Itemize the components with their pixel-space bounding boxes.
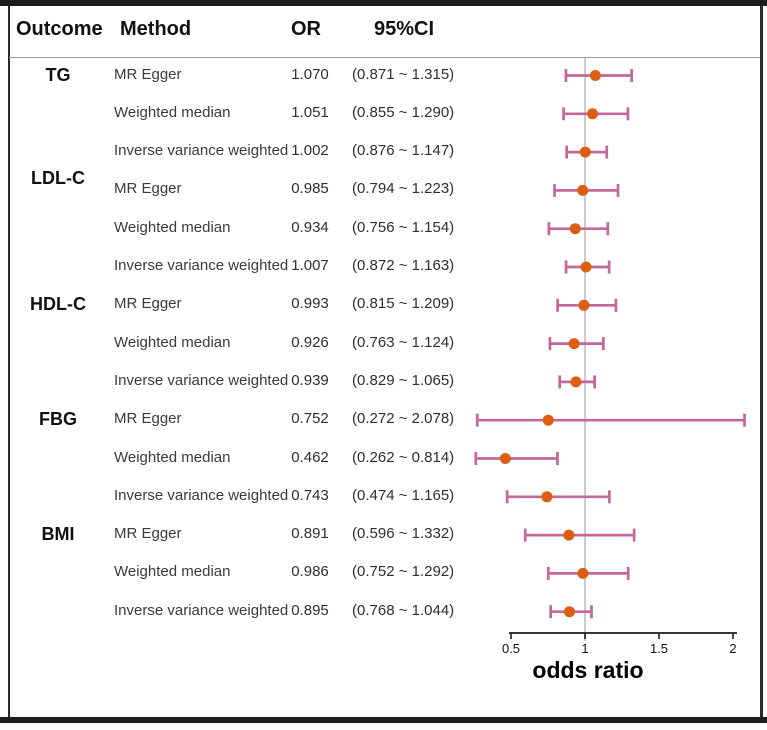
outcome-label: TG xyxy=(45,64,71,85)
column-header-method: Method xyxy=(120,18,192,40)
method-label: Inverse variance weighted xyxy=(114,601,289,619)
frame-border-top xyxy=(0,0,767,6)
x-axis-tick-label: 0.5 xyxy=(502,641,520,656)
frame-border-left xyxy=(8,6,10,717)
x-axis-label: odds ratio xyxy=(532,657,644,683)
ci-value: (0.815 ~ 1.209) xyxy=(352,295,455,313)
or-value: 0.986 xyxy=(291,563,329,581)
or-value: 0.891 xyxy=(291,525,329,543)
or-value: 0.939 xyxy=(291,371,329,389)
point-marker xyxy=(570,376,582,388)
or-value: 0.993 xyxy=(291,295,329,313)
point-marker xyxy=(589,70,601,81)
outcome-label: FBG xyxy=(39,409,77,430)
ci-value: (0.272 ~ 2.078) xyxy=(352,410,455,428)
method-label: MR Egger xyxy=(114,65,182,83)
or-value: 0.752 xyxy=(291,410,329,428)
ci-value: (0.829 ~ 1.065) xyxy=(352,371,455,389)
method-label: Weighted median xyxy=(114,218,231,236)
header-separator-line xyxy=(9,57,760,58)
point-marker xyxy=(568,338,580,350)
point-marker xyxy=(587,108,599,120)
point-marker xyxy=(499,453,511,464)
ci-value: (0.855 ~ 1.290) xyxy=(352,103,455,121)
method-label: Inverse variance weighted xyxy=(114,371,289,389)
ci-value: (0.596 ~ 1.332) xyxy=(352,525,455,543)
method-label: Weighted median xyxy=(114,448,231,466)
point-marker xyxy=(578,299,590,311)
or-value: 0.985 xyxy=(291,180,329,198)
ci-value: (0.752 ~ 1.292) xyxy=(352,563,455,581)
point-marker xyxy=(577,184,589,196)
ci-value: (0.763 ~ 1.124) xyxy=(352,333,455,351)
point-marker xyxy=(579,146,591,158)
method-label: Inverse variance weighted xyxy=(114,257,289,274)
outcome-label: LDL-C xyxy=(31,168,85,189)
outcome-label: BMI xyxy=(41,524,75,545)
ci-value: (0.756 ~ 1.154) xyxy=(352,218,455,236)
or-value: 1.002 xyxy=(291,142,329,160)
method-label: Inverse variance weighted xyxy=(114,142,289,160)
method-label: Inverse variance weighted xyxy=(114,486,289,504)
ci-value: (0.794 ~ 1.223) xyxy=(352,180,455,198)
point-marker xyxy=(580,261,592,273)
column-header-ci: 95%CI xyxy=(374,18,435,40)
method-label: Weighted median xyxy=(114,563,231,581)
point-marker xyxy=(577,567,589,579)
method-label: Weighted median xyxy=(114,333,231,351)
method-label: Weighted median xyxy=(114,103,231,121)
ci-value: (0.474 ~ 1.165) xyxy=(352,486,455,504)
ci-value: (0.876 ~ 1.147) xyxy=(352,142,455,160)
x-axis-tick-label: 1 xyxy=(581,641,588,656)
ci-value: (0.871 ~ 1.315) xyxy=(352,65,455,83)
x-axis-tick-label: 1.5 xyxy=(650,641,668,656)
ci-value: (0.768 ~ 1.044) xyxy=(352,601,455,619)
or-value: 1.070 xyxy=(291,65,329,83)
method-label: MR Egger xyxy=(114,410,182,428)
or-value: 1.051 xyxy=(291,103,329,121)
point-marker xyxy=(542,414,554,426)
frame-border-bottom xyxy=(0,717,767,723)
point-marker xyxy=(569,223,581,235)
or-value: 0.895 xyxy=(291,601,329,619)
method-label: MR Egger xyxy=(114,525,182,543)
frame-border-right xyxy=(760,6,763,717)
or-value: 0.934 xyxy=(291,218,329,236)
column-header-outcome: Outcome xyxy=(16,18,103,40)
or-value: 1.007 xyxy=(291,257,329,274)
or-value: 0.743 xyxy=(291,486,329,504)
point-marker xyxy=(563,606,575,618)
or-value: 0.926 xyxy=(291,333,329,351)
column-header-or: OR xyxy=(291,18,321,40)
outcome-label: HDL-C xyxy=(30,294,86,315)
point-marker xyxy=(541,491,553,503)
method-label: MR Egger xyxy=(114,295,182,313)
x-axis-tick-label: 2 xyxy=(729,641,736,656)
method-label: MR Egger xyxy=(114,180,182,198)
or-value: 0.462 xyxy=(291,448,329,466)
ci-value: (0.872 ~ 1.163) xyxy=(352,257,455,274)
point-marker xyxy=(563,529,575,541)
ci-value: (0.262 ~ 0.814) xyxy=(352,448,455,466)
